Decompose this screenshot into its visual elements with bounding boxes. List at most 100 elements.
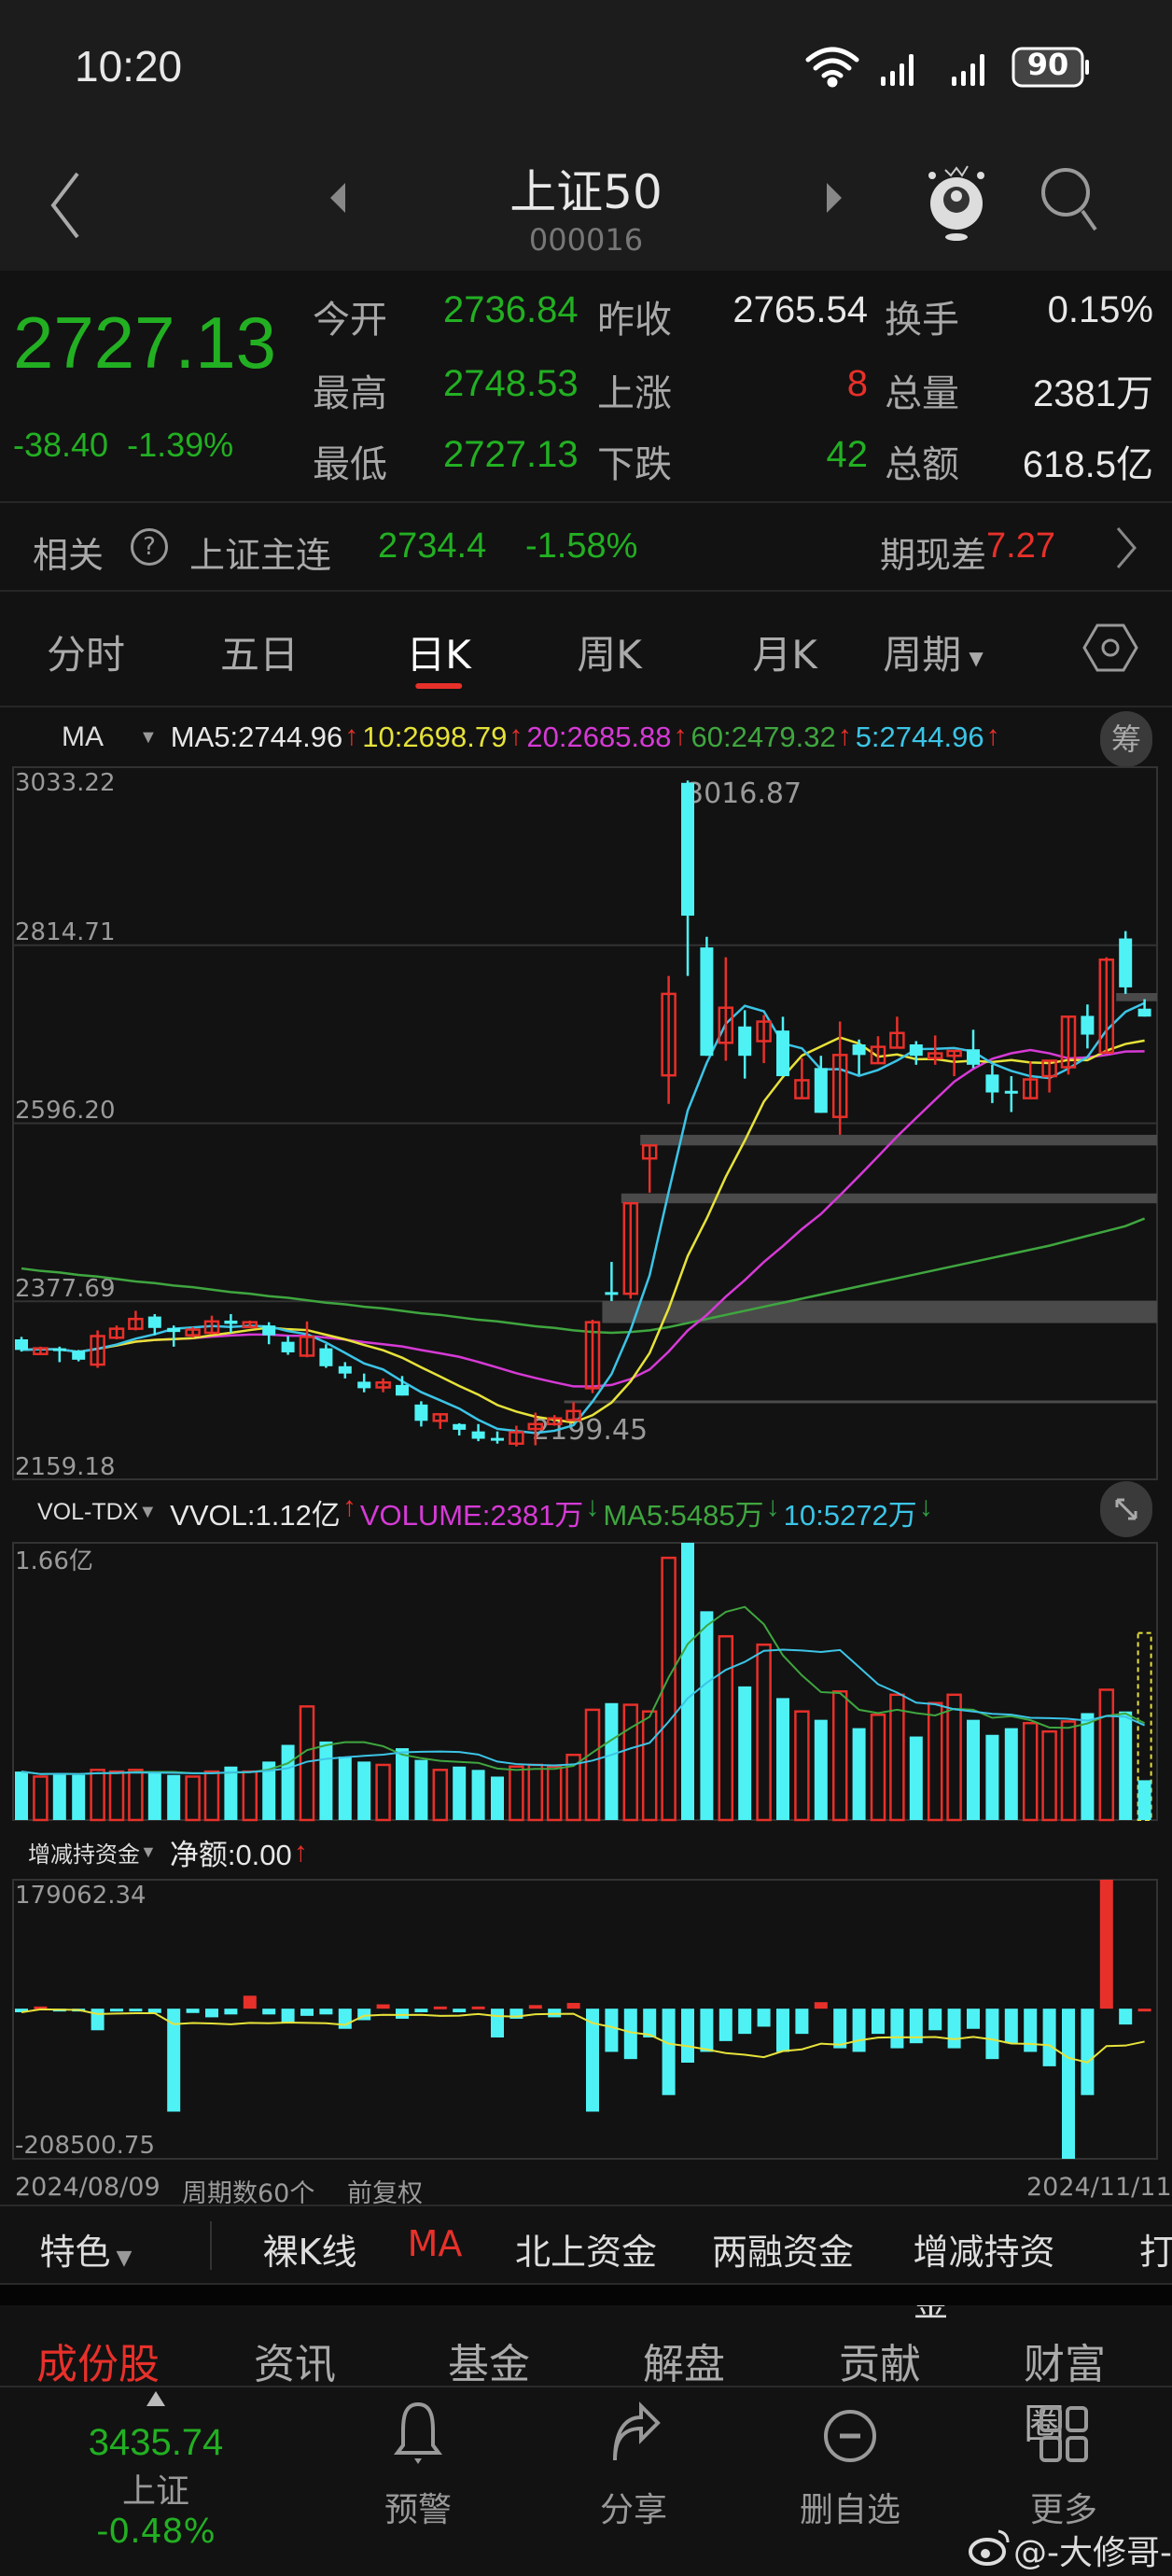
tab-4[interactable]: 月K [752, 623, 817, 680]
indicator-item[interactable]: 两融资金 [711, 2232, 855, 2273]
volume-bar [681, 1543, 694, 1820]
stat-label: 换手 [885, 299, 959, 342]
dropdown-icon[interactable]: ▼ [138, 1502, 158, 1522]
volume-bar [946, 1693, 962, 1822]
back-button[interactable] [42, 168, 89, 243]
candle-up [1041, 1059, 1057, 1078]
y-tick: 2596.20 [15, 1097, 116, 1125]
funds-bar-negative [396, 2009, 409, 2019]
volume-bar [1022, 1721, 1039, 1822]
volume-bar [396, 1748, 409, 1820]
candle-up [128, 1317, 144, 1330]
ma-legend: MA ▼ MA5:2744.96 ↑ 10:2698.79 ↑ 20:2685.88 ↑ 6… [62, 721, 1004, 754]
active-tab-indicator [414, 683, 462, 689]
funds-bar-negative [1042, 2009, 1056, 2066]
projected-volume-bar [1137, 1631, 1152, 1822]
remove-watchlist-button[interactable]: 删自选 [757, 2399, 943, 2531]
stock-code: 000016 [528, 222, 644, 258]
indicator-item[interactable]: 北上资金 [514, 2232, 658, 2273]
tab-1[interactable]: 五日 [220, 623, 299, 680]
tab-0[interactable]: 分时 [47, 623, 125, 680]
vol-selector[interactable]: VOL-TDX [37, 1499, 139, 1525]
volume-bar [756, 1643, 772, 1822]
volume-bar [909, 1736, 923, 1820]
volume-bar [605, 1702, 619, 1820]
indicator-item[interactable]: 裸K线 [262, 2232, 357, 2273]
trend-arrow: ↑ [509, 721, 523, 751]
indicator-item[interactable]: 增减持资金 [913, 2232, 1055, 2324]
stat-label: 今开 [313, 299, 387, 342]
funds-bar-negative [719, 2009, 732, 2041]
ma-selector[interactable]: MA [62, 721, 104, 752]
candle-down [72, 1351, 86, 1360]
settings-hexagon-icon[interactable] [1082, 620, 1138, 676]
candle-up [946, 1049, 962, 1057]
related-name[interactable]: 上证主连 [189, 535, 332, 576]
dropdown-icon[interactable]: ▼ [139, 726, 158, 748]
page-title: 上证50 [509, 165, 663, 219]
funds-bar-positive [814, 2002, 828, 2009]
volume-bar [889, 1693, 905, 1822]
funds-bar-negative [586, 2009, 599, 2112]
bottom-tab[interactable]: 成份股 [36, 2341, 160, 2388]
tab-5[interactable]: 周期 ▼ [883, 623, 983, 680]
trend-arrow: ↑ [673, 721, 688, 751]
funds-bar-negative [623, 2009, 637, 2060]
share-button[interactable]: 分享 [540, 2399, 727, 2531]
expand-button[interactable] [1100, 1481, 1152, 1537]
expand-icon [1115, 1498, 1137, 1520]
legend-item: VOLUME:2381万 [359, 1499, 584, 1532]
support-zone [621, 1193, 1157, 1204]
indicator-item[interactable]: 打 [1138, 2232, 1172, 2273]
volume-bar [1060, 1720, 1077, 1822]
help-icon[interactable]: ? [131, 528, 168, 566]
search-icon[interactable] [1036, 161, 1101, 235]
change-percent: -1.39% [127, 426, 234, 464]
index-ticker[interactable]: 3435.74 上证 -0.48% [63, 2422, 249, 2551]
feature-menu[interactable]: 特色 ▼ [40, 2223, 133, 2275]
candle-down [967, 1049, 980, 1065]
bottom-tab[interactable]: 解盘 [643, 2341, 725, 2388]
more-button[interactable]: 更多 [970, 2399, 1157, 2531]
indicator-item[interactable]: MA [407, 2223, 463, 2264]
trend-arrow: ↑ [293, 1836, 308, 1868]
candle-down [605, 1292, 619, 1295]
stat-value: 2765.54 [732, 289, 868, 330]
volume-bar [1081, 1713, 1095, 1820]
divider [0, 706, 1172, 707]
volume-bar [870, 1714, 886, 1822]
volume-bar [1041, 1729, 1057, 1822]
volume-bar [1098, 1688, 1115, 1822]
funds-bar-negative [985, 2009, 999, 2060]
candle-down [471, 1431, 485, 1439]
legend-item: 20:2685.88 [526, 721, 672, 753]
end-date: 2024/11/11 [1026, 2173, 1172, 2202]
mascot-icon[interactable] [919, 159, 994, 243]
dropdown-icon[interactable]: ▼ [140, 1842, 157, 1861]
chip-distribution-button[interactable]: 筹 [1100, 711, 1152, 767]
candle-down [491, 1437, 504, 1441]
funds-bar-negative [776, 2009, 789, 2052]
funds-bar-negative [643, 2009, 657, 2038]
bottom-tab[interactable]: 贡献 [839, 2341, 921, 2388]
stat-value: 2736.84 [443, 289, 579, 330]
tab-3[interactable]: 周K [577, 623, 642, 680]
funds-bar-positive [243, 1995, 257, 2009]
bottom-tab[interactable]: 资讯 [254, 2341, 336, 2388]
next-stock-button[interactable] [823, 179, 845, 217]
funds-bar-negative [833, 2009, 847, 2049]
volume-bar [718, 1634, 734, 1822]
funds-bar-negative [224, 2009, 238, 2015]
chevron-right-icon[interactable] [1112, 525, 1140, 571]
volume-bar [357, 1761, 371, 1820]
funds-bar-negative [928, 2009, 942, 2031]
tab-2[interactable]: 日K [406, 623, 471, 689]
volume-bar [432, 1769, 449, 1822]
volume-bar [203, 1770, 220, 1822]
bottom-tab[interactable]: 基金 [448, 2341, 530, 2388]
funds-selector[interactable]: 增减持资金 [28, 1842, 140, 1868]
expand-up-icon[interactable] [145, 2389, 167, 2408]
alert-button[interactable]: 预警 [325, 2399, 511, 2531]
prev-stock-button[interactable] [327, 179, 349, 217]
